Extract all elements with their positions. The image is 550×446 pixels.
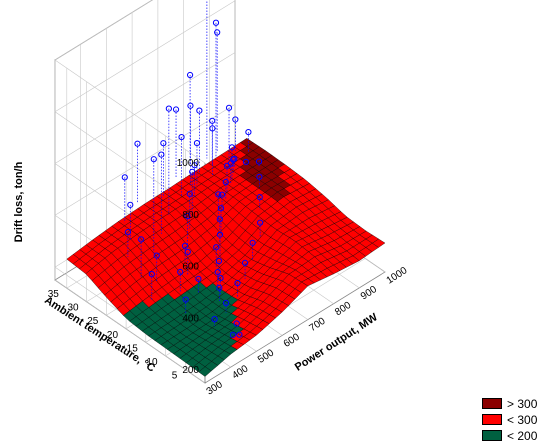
data-point [256,194,263,201]
data-point [150,156,157,163]
data-points [121,19,264,338]
y-tick-label: 25 [87,316,99,327]
z-axis-title: Drift loss, ton/h [13,161,25,242]
data-point [217,205,225,212]
x-tick-label: 1000 [385,265,410,287]
data-point [241,259,249,267]
data-point [181,242,189,250]
y-tick-label: 5 [172,370,178,381]
data-point [215,191,222,198]
data-point [153,252,160,259]
z-tick-label: 200 [182,365,199,376]
z-tick-label: 400 [182,313,199,324]
data-point [186,190,193,198]
x-grid-line [54,60,206,384]
data-point [216,231,224,238]
data-point [231,155,238,162]
surface-cell [371,238,386,248]
data-point [232,116,239,123]
legend-item-high: > 300 [482,396,548,411]
legend-label-high: > 300 [507,396,538,411]
data-point [134,140,141,147]
data-point [184,212,191,220]
data-point [121,174,128,181]
legend-label-mid: < 300 [507,412,538,427]
data-point [216,284,223,291]
y-tick-label: 30 [67,303,79,314]
data-point [148,271,155,278]
legend-swatch-high [482,398,502,409]
data-point [255,158,263,165]
legend-swatch-low [482,430,502,441]
data-point [222,299,230,307]
y-tick-label: 20 [107,330,119,341]
data-point [213,244,220,251]
data-point [245,128,252,136]
y-tick-label: 35 [48,289,60,300]
data-point [225,104,233,111]
y-tick-label: 15 [127,343,139,354]
data-point [178,133,185,141]
data-point [215,257,223,265]
legend-item-mid: < 300 [482,412,548,427]
data-point [256,173,263,180]
z-tick-label: 800 [182,210,199,221]
legend-label-low: < 200 [507,428,538,443]
data-point [127,201,134,208]
data-point [216,216,223,223]
data-point [196,107,203,114]
data-point [233,320,240,327]
data-point [138,236,145,243]
data-point [177,268,184,276]
data-point [218,191,226,198]
data-point [124,229,132,236]
data-point [186,71,194,79]
data-point [236,331,243,338]
data-point [184,248,191,256]
data-point [187,102,194,109]
legend-swatch-mid [482,414,502,425]
data-point [158,151,165,158]
data-point [191,162,198,169]
data-point [214,29,221,36]
data-point [234,279,241,287]
data-point [211,316,218,323]
y-tick-label: 10 [146,357,158,368]
data-point [249,239,256,246]
data-point [160,140,167,147]
data-point [217,274,224,282]
data-point [214,268,221,276]
data-point [182,296,189,303]
data-point [209,117,216,124]
data-point [165,105,172,112]
data-point [229,331,237,338]
z-tick-label: 600 [182,262,199,273]
data-point [172,106,180,113]
data-point [193,139,201,147]
legend-item-low: < 200 [482,428,548,443]
data-point [195,275,202,282]
data-point [189,168,196,175]
data-point [209,125,216,132]
data-point [212,19,220,26]
data-point [222,178,229,186]
data-point [242,158,250,166]
point-stems [124,0,261,335]
legend: > 300 < 300 < 200 [482,396,548,444]
z-tick-label: 1000 [177,158,200,169]
data-point [228,144,236,151]
data-point [257,219,264,226]
